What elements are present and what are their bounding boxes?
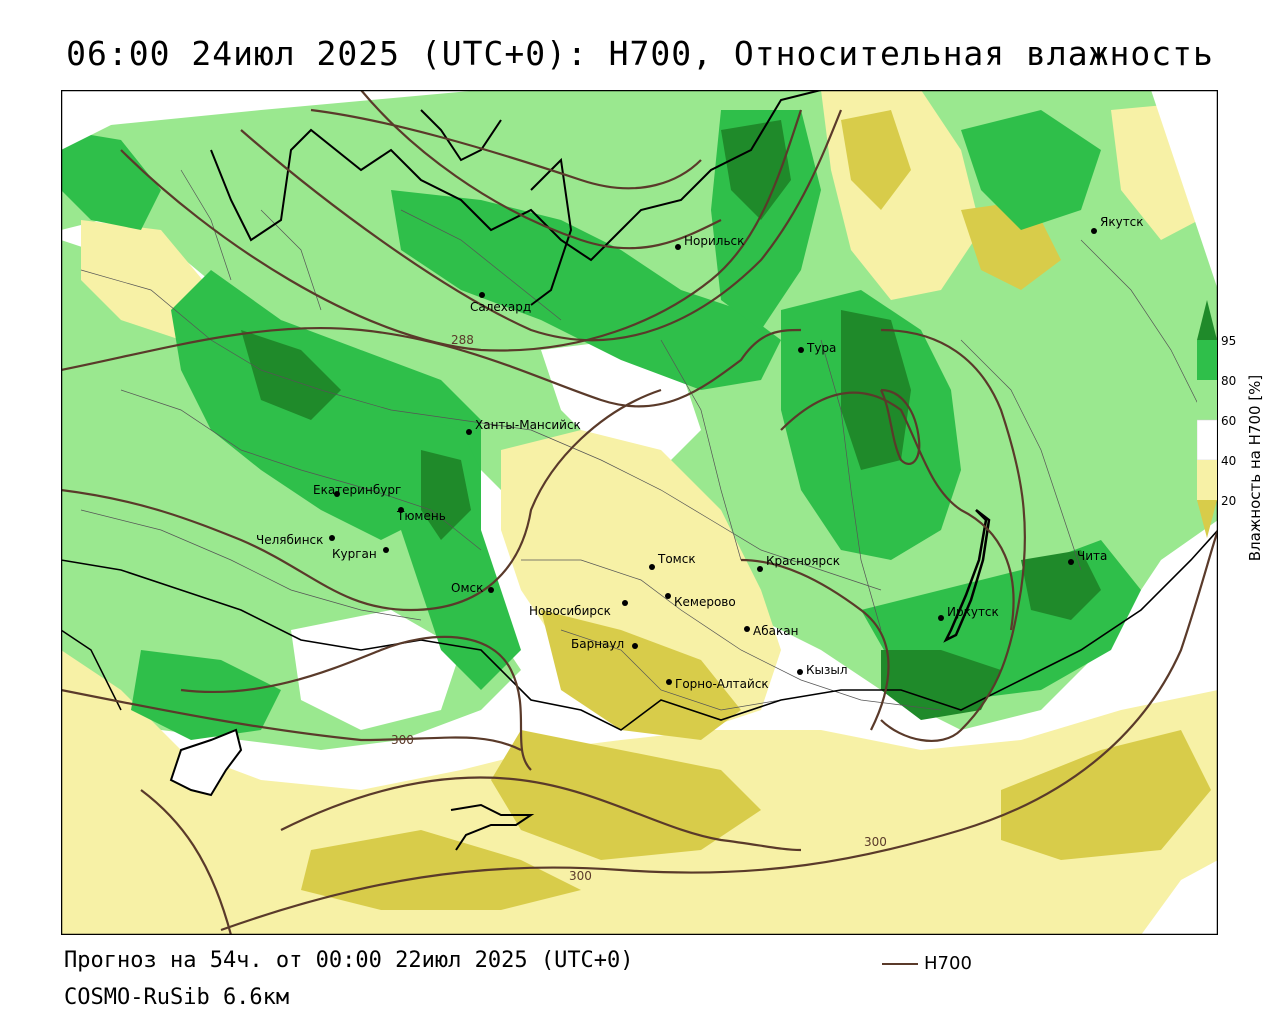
city-dot [466, 429, 472, 435]
humidity-area [1021, 550, 1101, 620]
city-dot [479, 292, 485, 298]
h700-isolines [61, 90, 1218, 935]
humidity-area [1001, 730, 1211, 860]
city-label: Красноярск [766, 554, 840, 568]
city-dot [488, 587, 494, 593]
city-label: Екатеринбург [313, 483, 401, 497]
coastline [210, 90, 822, 262]
isoline-key-line [882, 962, 918, 965]
humidity-area [961, 110, 1101, 230]
humidity-area [391, 190, 781, 390]
legend-tick: 60 [1221, 414, 1237, 428]
legend-swatch-below-20 [1197, 500, 1217, 538]
lake [943, 509, 991, 643]
city-label: Новосибирск [529, 604, 611, 618]
city-dot [665, 593, 671, 599]
city-dot [798, 347, 804, 353]
isoline-labels: 288 300 300 300 [391, 333, 887, 883]
city-label: Тура [806, 341, 836, 355]
humidity-area [301, 830, 581, 910]
city-dot [938, 615, 944, 621]
map-edge [1151, 90, 1218, 290]
humidity-area [541, 610, 741, 740]
legend-axis-label: Влажность на H700 [%] [1246, 374, 1264, 562]
humidity-area [131, 650, 281, 740]
isoline-label: 300 [391, 733, 414, 747]
humidity-area [841, 110, 911, 210]
forecast-info: Прогноз на 54ч. от 00:00 22июл 2025 (UTC… [64, 948, 634, 973]
city-label: Кемерово [674, 595, 736, 609]
map-edge [1141, 860, 1218, 935]
humidity-area [721, 120, 791, 220]
lake [450, 803, 535, 851]
city-dot [744, 626, 750, 632]
legend-tick: 40 [1221, 454, 1237, 468]
humidity-area [491, 730, 761, 860]
city-dot [666, 679, 672, 685]
map-frame [61, 90, 1218, 935]
isoline-label: 288 [451, 333, 474, 347]
region-borders [80, 169, 1212, 711]
legend-swatch-60-80 [1197, 380, 1217, 420]
legend-tick: 80 [1221, 374, 1237, 388]
city-label: Чита [1077, 549, 1107, 563]
city-dot [622, 600, 628, 606]
city-label: Тюмень [396, 509, 446, 523]
city-label: Иркутск [947, 605, 999, 619]
city-dot [757, 566, 763, 572]
legend-swatch-40-60 [1197, 419, 1217, 461]
city-label: Якутск [1100, 215, 1144, 229]
city-dot [632, 643, 638, 649]
isoline-key: H700 [882, 953, 972, 974]
city-dot [334, 491, 340, 497]
city-dot [1091, 228, 1097, 234]
isoline-label: 300 [864, 835, 887, 849]
city-label: Челябинск [256, 533, 323, 547]
legend-swatch-20-40 [1197, 460, 1217, 500]
humidity-area [421, 450, 471, 540]
city-label: Барнаул [571, 637, 624, 651]
city-dot [675, 244, 681, 250]
city-label: Омск [451, 581, 483, 595]
city-label: Кызыл [806, 663, 848, 677]
legend-tick: 95 [1221, 334, 1237, 348]
legend-swatch-80-95 [1197, 340, 1217, 380]
city-dot [329, 535, 335, 541]
city-label: Норильск [684, 234, 744, 248]
humidity-area [841, 310, 911, 470]
city-label: Абакан [753, 624, 798, 638]
coastline [420, 109, 502, 162]
city-dot [398, 507, 404, 513]
legend-tick: 20 [1221, 494, 1237, 508]
map-edge [61, 90, 181, 150]
humidity-legend [1197, 300, 1217, 538]
isoline-label: 300 [569, 869, 592, 883]
city-label: Салехард [470, 300, 531, 314]
city-markers: Якутск Норильск Салехард Тура Ханты-Мансийск… [256, 215, 1144, 691]
city-label: Томск [657, 552, 696, 566]
country-border [61, 529, 1218, 731]
city-dot [649, 564, 655, 570]
map-title: 06:00 24июл 2025 (UTC+0): H700, Относите… [66, 34, 1214, 73]
humidity-area [881, 650, 1001, 720]
isoline-key-label: H700 [924, 953, 972, 974]
humidity-map[interactable]: 288 300 300 300 Якутск Норильск Салехард Ту… [61, 90, 1218, 935]
city-label: Ханты-Мансийск [475, 418, 581, 432]
lake [169, 728, 243, 797]
city-label: Горно-Алтайск [675, 677, 769, 691]
humidity-area [241, 330, 341, 420]
city-dot [1068, 559, 1074, 565]
legend-swatch-95-plus [1197, 300, 1217, 340]
city-label: Курган [332, 547, 377, 561]
city-dot [383, 547, 389, 553]
coastline [61, 629, 122, 711]
city-dot [797, 669, 803, 675]
humidity-area [61, 130, 161, 230]
model-name: COSMO-RuSib 6.6км [64, 985, 290, 1010]
